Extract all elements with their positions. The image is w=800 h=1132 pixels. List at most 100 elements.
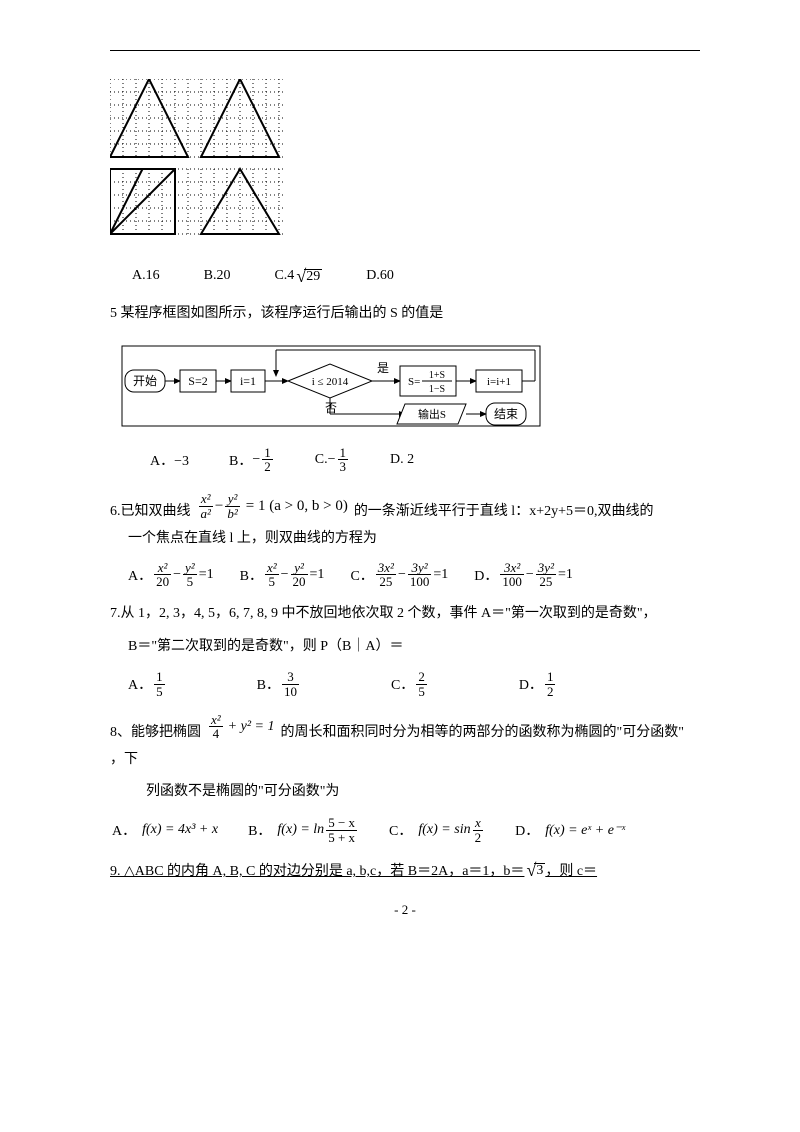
q8-a-text: f(x) = 4x³ + x <box>142 822 218 838</box>
geometry-grid-figure <box>110 79 700 249</box>
v: 3x² <box>502 561 522 575</box>
v: 3y² <box>410 561 430 575</box>
top-rule <box>110 50 700 51</box>
q4-opt-d: D.60 <box>366 268 394 284</box>
q5-c-label: C. <box>315 452 328 468</box>
q8-equation: x²4 + y² = 1 <box>207 713 274 741</box>
q5-c-neg: − <box>328 452 336 468</box>
q8-line3: 列函数不是椭圆的"可分函数"为 <box>110 779 700 806</box>
q8-d-text: f(x) = eˣ + e⁻ˣ <box>545 822 625 839</box>
sqrt-icon: √29 <box>296 267 322 285</box>
q5-b-num: 1 <box>262 446 273 460</box>
q9-suffix: ，则 c＝ <box>545 860 597 880</box>
v: x² <box>156 561 170 575</box>
svg-text:输出S: 输出S <box>418 407 446 421</box>
q5-c-num: 1 <box>338 446 349 460</box>
v: 25 <box>377 575 394 589</box>
q8-options: A．f(x) = 4x³ + x B． f(x) = ln 5 − x5 + x… <box>112 816 700 844</box>
grid-svg <box>110 79 290 244</box>
v: 20 <box>154 575 171 589</box>
q6-t1n: x² <box>199 492 213 506</box>
fraction-icon: 1 2 <box>262 446 273 474</box>
fraction-icon: 1 3 <box>338 446 349 474</box>
q7-line2: B＝"第二次取到的是奇数"，则 P（B｜A）＝ <box>110 634 700 661</box>
q4-opt-b: B.20 <box>204 268 231 284</box>
q7-options: A． 15 B． 310 C． 25 D． 12 <box>128 670 700 698</box>
q6-opt-c: C． 3x²25− 3y²100=1 <box>350 561 448 589</box>
q6-t2d: b² <box>225 507 239 521</box>
q8-opt-d: D．f(x) = eˣ + e⁻ˣ <box>515 820 625 840</box>
v: 1 <box>545 670 556 684</box>
q9-line: 9. △ABC 的内角 A, B, C 的对边分别是 a, b,c，若 B＝2A… <box>110 860 700 880</box>
v: x² <box>265 561 279 575</box>
q7-opt-b: B． 310 <box>257 670 301 698</box>
v: 20 <box>291 575 308 589</box>
q8-prefix: 8、能够把椭圆 <box>110 721 201 741</box>
q4-opt-c: C.4 √29 <box>274 267 322 285</box>
q5-b-den: 2 <box>262 460 273 474</box>
q5-c-den: 3 <box>338 460 349 474</box>
v: 2 <box>545 685 556 699</box>
v: 5 <box>267 575 278 589</box>
q8-opt-a: A．f(x) = 4x³ + x <box>112 820 218 840</box>
q8-tail1: 的周长和面积同时分为相等的两部分的函数称为椭圆的"可分函数" <box>280 721 683 741</box>
q5-stem: 5 某程序框图如图所示，该程序运行后输出的 S 的值是 <box>110 301 700 328</box>
v: 100 <box>500 575 524 589</box>
q8-plus: + y² = 1 <box>228 719 275 735</box>
q9-prefix: 9. △ABC 的内角 A, B, C 的对边分别是 a, b,c，若 B＝2A… <box>110 860 524 880</box>
q6-opt-b: B． x²5− y²20=1 <box>240 561 325 589</box>
v: 1 <box>154 670 165 684</box>
svg-text:S=: S= <box>408 376 420 388</box>
page-number: - 2 - <box>110 902 700 918</box>
v: x <box>473 816 483 830</box>
q5-flowchart: 开始 S=2 i=1 i ≤ 2014 是 否 S= <box>120 342 700 432</box>
q7-opt-d: D． 12 <box>519 670 558 698</box>
q8-opt-c: C． f(x) = sin x2 <box>389 816 485 844</box>
flowchart-svg: 开始 S=2 i=1 i ≤ 2014 是 否 S= <box>120 342 590 427</box>
q5-opt-d: D. 2 <box>390 452 414 468</box>
svg-text:是: 是 <box>377 361 389 375</box>
q6-opt-a: A． x²20− y²5=1 <box>128 561 214 589</box>
v: 5 <box>185 575 196 589</box>
q4-c-prefix: C.4 <box>274 268 294 284</box>
v: y² <box>183 561 197 575</box>
q6-rhs: = 1 (a > 0, b > 0) <box>246 498 348 515</box>
svg-text:结束: 结束 <box>494 407 518 421</box>
page: A.16 B.20 C.4 √29 D.60 5 某程序框图如图所示，该程序运行… <box>0 0 800 1132</box>
q5-opt-a: A．−3 <box>150 450 189 470</box>
flow-start: 开始 <box>133 374 157 388</box>
svg-text:S=2: S=2 <box>188 374 207 388</box>
v: 5 − x <box>326 816 357 830</box>
q8-opt-b: B． f(x) = ln 5 − x5 + x <box>248 816 359 844</box>
q5-b-label: B． <box>229 450 252 470</box>
q7-opt-c: C． 25 <box>391 670 429 698</box>
sqrt-icon: √3 <box>526 861 545 879</box>
v: 100 <box>408 575 432 589</box>
v: y² <box>292 561 306 575</box>
q6-t2n: y² <box>226 492 240 506</box>
svg-text:i=i+1: i=i+1 <box>487 376 511 388</box>
q8-c-pre: f(x) = sin <box>418 822 470 838</box>
q6-t1d: a² <box>199 507 213 521</box>
q6-equation: x²a² − y²b² = 1 (a > 0, b > 0) <box>197 492 348 520</box>
q9-sqrt: 3 <box>534 863 545 878</box>
q6-options: A． x²20− y²5=1 B． x²5− y²20=1 C． 3x²25− … <box>128 561 700 589</box>
v: 3x² <box>376 561 396 575</box>
q6-prefix: 6.已知双曲线 <box>110 500 191 520</box>
q7-opt-a: A． 15 <box>128 670 167 698</box>
v: 3y² <box>536 561 556 575</box>
svg-text:否: 否 <box>325 401 337 415</box>
q4-opt-a: A.16 <box>132 268 160 284</box>
svg-text:i=1: i=1 <box>240 374 256 388</box>
q7-line1: 7.从 1，2, 3，4, 5，6, 7, 8, 9 中不放回地依次取 2 个数… <box>110 601 700 628</box>
q4-options: A.16 B.20 C.4 √29 D.60 <box>110 267 700 285</box>
v: 5 <box>416 685 427 699</box>
v: 2 <box>416 670 427 684</box>
q5-options: A．−3 B． − 1 2 C. − 1 3 D. 2 <box>110 446 700 474</box>
q6-tail1: 的一条渐近线平行于直线 l：x+2y+5＝0,双曲线的 <box>354 500 654 520</box>
svg-text:1+S: 1+S <box>429 370 445 381</box>
q5-opt-c: C. − 1 3 <box>315 446 350 474</box>
q8-b-pre: f(x) = ln <box>277 822 324 838</box>
q5-opt-b: B． − 1 2 <box>229 446 275 474</box>
v: 25 <box>537 575 554 589</box>
